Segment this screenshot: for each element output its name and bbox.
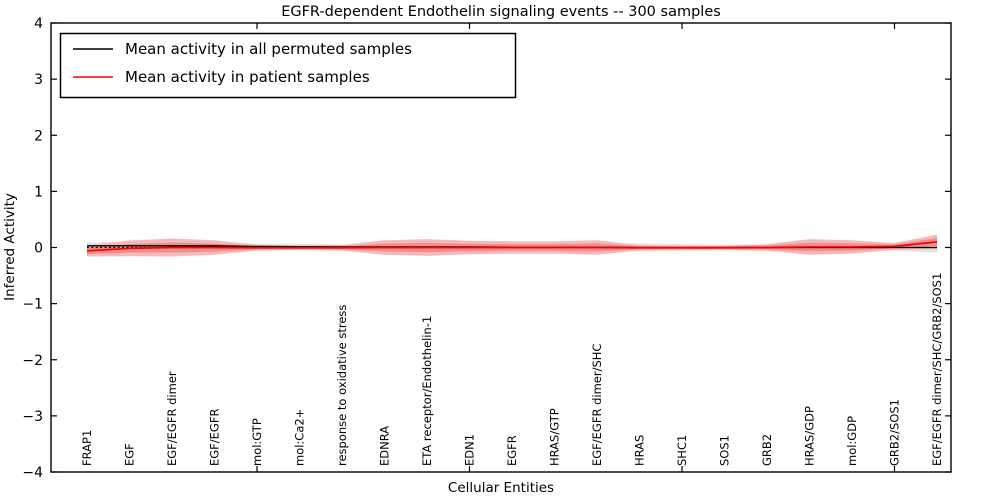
x-tick-label: GRB2/SOS1	[888, 399, 902, 466]
x-tick-label: EGF/EGFR	[208, 409, 222, 466]
legend-label-patient: Mean activity in patient samples	[125, 68, 370, 86]
patient-std-band-inner	[87, 237, 937, 254]
chart-title: EGFR-dependent Endothelin signaling even…	[281, 4, 721, 20]
mean-lines	[86, 241, 938, 252]
x-tick-label: EDN1	[463, 434, 477, 466]
y-tick-label: 0	[34, 241, 43, 257]
y-axis-ticks: 4 3 2 1 0 −1 −2 −3 −4	[22, 16, 43, 481]
x-tick-label: mol:GDP	[845, 416, 859, 466]
x-tick-label: ETA receptor/Endothelin-1	[420, 316, 434, 466]
x-tick-label: EGFR	[505, 435, 519, 466]
x-tick-label: HRAS	[633, 435, 647, 466]
y-tick-label: 3	[34, 72, 43, 88]
legend-box	[59, 32, 517, 99]
x-tick-label: HRAS/GTP	[548, 408, 562, 466]
x-tick-label: GRB2	[760, 434, 774, 466]
x-tick-label: mol:GTP	[250, 418, 264, 466]
y-tick-label: 2	[34, 128, 43, 144]
x-axis-category-labels: FRAP1 EGF EGF/EGFR dimer EGF/EGFR mol:GTP mol…	[80, 273, 944, 466]
y-tick-label: 4	[34, 16, 43, 32]
legend-label-permuted: Mean activity in all permuted samples	[125, 40, 412, 58]
x-axis-title: Cellular Entities	[448, 480, 554, 496]
y-tick-label: −3	[22, 409, 43, 425]
x-tick-label: SHC1	[675, 435, 689, 466]
x-tick-label: HRAS/GDP	[803, 406, 817, 466]
y-axis-title: Inferred Activity	[2, 193, 18, 301]
y-tick-label: −2	[22, 353, 43, 369]
x-tick-label: response to oxidative stress	[335, 305, 349, 466]
y-tick-label: −4	[22, 465, 43, 481]
y-tick-label: −1	[22, 297, 43, 313]
x-tick-label: EGF	[123, 443, 137, 466]
legend: Mean activity in all permuted samples Me…	[59, 32, 517, 99]
x-tick-label: EGF/EGFR dimer/SHC/GRB2/SOS1	[930, 273, 944, 466]
x-tick-label: EGF/EGFR dimer	[165, 371, 179, 466]
patient-mean-line	[86, 241, 938, 252]
y-tick-label: 1	[34, 184, 43, 200]
x-tick-label: FRAP1	[80, 430, 94, 466]
x-tick-label: EGF/EGFR dimer/SHC	[590, 344, 604, 466]
x-tick-label: SOS1	[718, 435, 732, 466]
x-tick-label: EDNRA	[378, 426, 392, 466]
x-tick-label: mol:Ca2+	[293, 409, 307, 466]
axes-frame	[50, 22, 952, 473]
